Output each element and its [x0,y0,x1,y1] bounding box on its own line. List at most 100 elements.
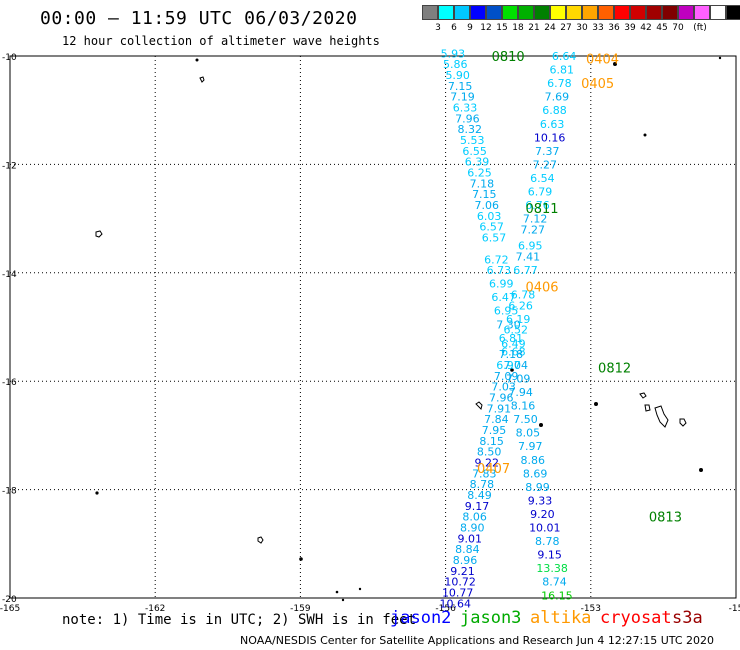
colorbar-label: 42 [640,23,652,33]
island [539,423,543,427]
swh-value: 8.78 [470,478,495,491]
colorbar-swatch [486,5,502,20]
swh-value: 8.78 [535,535,560,548]
swh-value: 6.57 [482,232,507,245]
colorbar-label: (ft) [693,23,707,33]
island [679,418,687,427]
lat-tick-label: -18 [2,487,17,497]
swh-value: 7.18 [499,348,524,361]
colorbar-swatch [694,5,710,20]
colorbar-swatch [646,5,662,20]
lat-tick-label: -12 [2,161,17,171]
track-id: 0407 [477,462,510,477]
colorbar-label: 33 [592,23,604,33]
colorbar-swatch [438,5,454,20]
swh-value: 7.06 [474,199,499,212]
swh-value: 9.17 [465,500,490,513]
swh-value: 9.21 [450,565,475,578]
swh-value: 6.78 [511,288,536,301]
satellite-name: altika [530,608,592,628]
swh-value: 6.63 [540,118,565,131]
swh-value: 6.72 [484,253,509,266]
swh-value: 5.90 [445,69,470,82]
island [613,62,617,66]
swh-value: 7.30 [496,318,521,331]
swh-value: 8.05 [516,427,541,440]
colorbar-swatch [726,5,740,20]
swh-value: 9.22 [474,457,499,470]
colorbar-label: 45 [656,23,668,33]
colorbar-label: 15 [496,23,508,33]
swh-value: 9.01 [458,532,483,545]
colorbar-label: 30 [576,23,588,33]
swh-value: 8.15 [479,435,504,448]
swh-value: 6.95 [518,240,543,253]
swh-value: 6.55 [462,145,487,158]
island [594,402,598,406]
swh-value: 6.95 [494,305,519,318]
swh-value: 7.27 [520,223,545,236]
track-id: 0813 [649,511,682,526]
lat-tick-label: -16 [2,378,17,388]
island [95,230,103,238]
swh-value: 8.90 [460,522,485,535]
islands [95,56,722,602]
island [639,392,647,399]
satellite-name: cryosat [600,608,672,628]
swh-value: 16.15 [541,589,573,602]
axis-tick-labels: -165-162-159-156-153-15-10-12-14-16-18-2… [0,53,740,614]
swh-value: 6.81 [550,64,575,77]
satellite-name: s3a [672,608,703,628]
colorbar-swatch [502,5,518,20]
colorbar-label: 3 [435,23,441,33]
swh-value: 8.86 [520,454,545,467]
colorbar-label: 70 [672,23,684,33]
colorbar-swatch [662,5,678,20]
swh-value: 6.79 [528,186,553,199]
swh-value: 7.94 [508,386,533,399]
track-ids: 0810 0404 0405 0811 0406 0812 0407 0813 [477,50,682,526]
swh-value: 7.12 [523,213,548,226]
swh-value: 13.38 [536,562,568,575]
swh-value: 6.99 [489,278,514,291]
track-id: 0406 [525,280,558,295]
swh-value: 6.03 [477,210,502,223]
swh-value: 6.97 [496,359,521,372]
swh-value: 7.15 [448,80,473,93]
swh-value: 5.93 [441,47,466,60]
swh-value: 6.25 [467,167,492,180]
swh-value: 7.19 [450,91,475,104]
colorbar-swatch [678,5,694,20]
swh-value: 6.47 [491,291,516,304]
swh-value: 7.96 [455,112,480,125]
island [643,133,647,137]
swh-value: 7.09 [494,370,519,383]
swh-value: 7.37 [535,145,560,158]
swh-value: 7.83 [472,467,497,480]
lat-tick-label: -14 [2,270,17,280]
swh-value: 6.68 [501,345,526,358]
island [654,405,669,428]
colorbar-label: 12 [480,23,492,33]
swh-value: 5.86 [443,58,468,71]
swh-value: 8.69 [523,467,548,480]
swh-value: 6.81 [499,332,524,345]
swh-value: 6.39 [465,156,490,169]
swh-value: 6.19 [506,313,531,326]
track-id: 0405 [581,77,614,92]
island [341,598,345,602]
lon-tick-label: -15 [729,604,740,614]
colorbar-label: 18 [512,23,524,33]
swh-value: 10.72 [444,576,476,589]
colorbar-swatch [598,5,614,20]
colorbar-swatch [534,5,550,20]
island [718,56,722,60]
swh-value: 10.16 [534,131,566,144]
track-id: 0812 [598,362,631,377]
island [699,468,703,472]
colorbar-label: 24 [544,23,556,33]
swh-value: 8.32 [458,123,483,136]
island [644,404,651,412]
swh-value: 8.49 [467,489,492,502]
